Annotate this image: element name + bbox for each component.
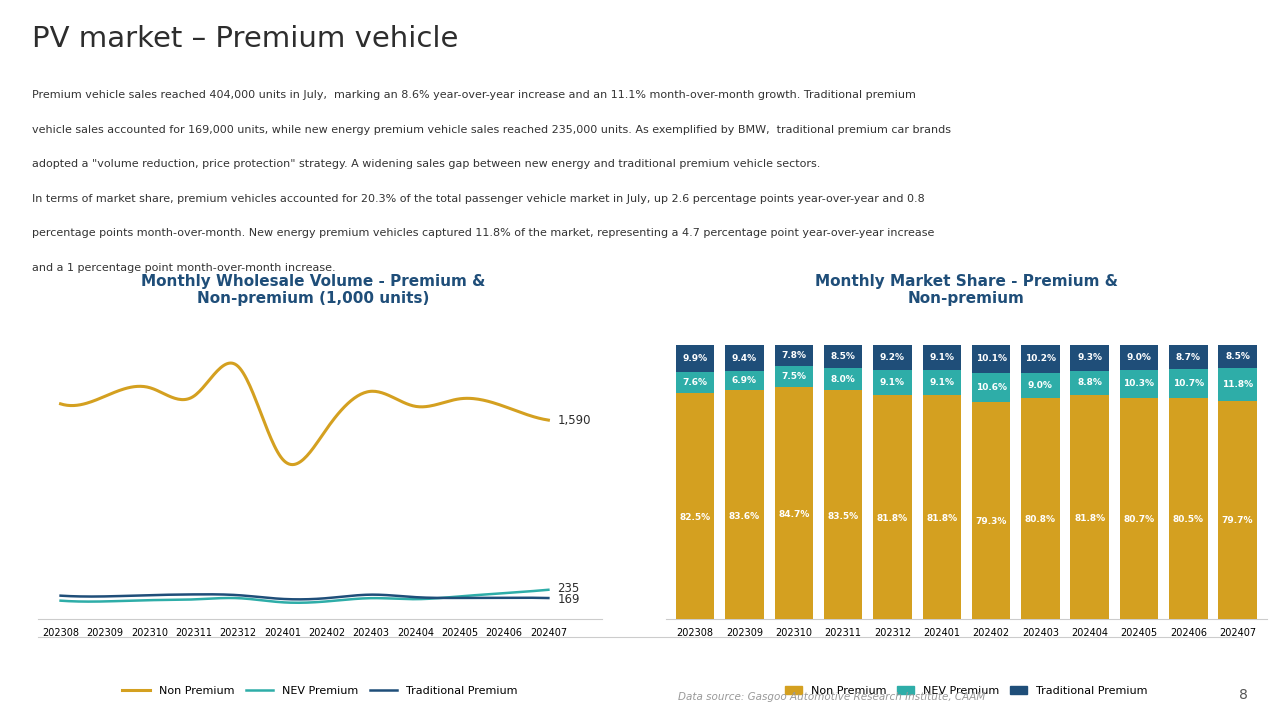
Text: PV market – Premium vehicle: PV market – Premium vehicle — [32, 25, 458, 53]
Text: 80.7%: 80.7% — [1124, 515, 1155, 524]
Bar — [972, 402, 1010, 619]
Text: 9.1%: 9.1% — [879, 378, 905, 387]
Bar — [873, 370, 911, 395]
Text: 9.1%: 9.1% — [929, 378, 955, 387]
Bar — [824, 390, 863, 619]
Legend: Non Premium, NEV Premium, Traditional Premium: Non Premium, NEV Premium, Traditional Pr… — [781, 681, 1152, 700]
Bar — [1219, 345, 1257, 368]
Bar — [824, 345, 863, 368]
Text: 9.3%: 9.3% — [1078, 354, 1102, 362]
Bar — [1021, 397, 1060, 619]
Bar — [1219, 368, 1257, 400]
Bar — [972, 345, 1010, 373]
Bar — [873, 345, 911, 370]
Text: 8.8%: 8.8% — [1078, 378, 1102, 387]
Text: 9.2%: 9.2% — [879, 353, 905, 361]
Bar — [726, 390, 764, 619]
Bar — [1120, 398, 1158, 619]
Text: 8: 8 — [1239, 688, 1248, 702]
Text: 83.5%: 83.5% — [828, 512, 859, 521]
Text: 6.9%: 6.9% — [732, 376, 756, 385]
Text: 9.1%: 9.1% — [929, 353, 955, 362]
Text: 10.6%: 10.6% — [975, 382, 1006, 392]
Bar — [1021, 373, 1060, 397]
Text: and a 1 percentage point month-over-month increase.: and a 1 percentage point month-over-mont… — [32, 263, 335, 273]
Bar — [1219, 400, 1257, 619]
Bar — [676, 393, 714, 619]
Bar — [923, 370, 961, 395]
Text: 9.4%: 9.4% — [732, 354, 756, 363]
Text: 1,590: 1,590 — [557, 413, 591, 427]
Text: Monthly Wholesale Volume - Premium &
Non-premium (1,000 units): Monthly Wholesale Volume - Premium & Non… — [141, 274, 486, 306]
Bar — [1070, 371, 1108, 395]
Bar — [1169, 398, 1207, 619]
Text: 81.8%: 81.8% — [1074, 514, 1105, 523]
Bar — [1070, 345, 1108, 371]
Bar — [1120, 345, 1158, 369]
Bar — [1169, 369, 1207, 398]
Text: percentage points month-over-month. New energy premium vehicles captured 11.8% o: percentage points month-over-month. New … — [32, 228, 934, 238]
Text: 8.7%: 8.7% — [1176, 353, 1201, 361]
Text: 79.7%: 79.7% — [1222, 516, 1253, 526]
Text: vehicle sales accounted for 169,000 units, while new energy premium vehicle sale: vehicle sales accounted for 169,000 unit… — [32, 125, 951, 135]
Text: 10.3%: 10.3% — [1124, 379, 1155, 388]
Text: Monthly Market Share - Premium &
Non-premium: Monthly Market Share - Premium & Non-pre… — [815, 274, 1117, 306]
Bar — [676, 372, 714, 393]
Text: 80.8%: 80.8% — [1025, 515, 1056, 524]
Text: adopted a "volume reduction, price protection" strategy. A widening sales gap be: adopted a "volume reduction, price prote… — [32, 159, 820, 169]
Text: 7.6%: 7.6% — [682, 378, 708, 387]
Bar — [923, 345, 961, 370]
Text: 11.8%: 11.8% — [1222, 380, 1253, 389]
Bar — [676, 345, 714, 372]
Text: 81.8%: 81.8% — [877, 514, 908, 523]
Text: 10.7%: 10.7% — [1172, 379, 1204, 388]
Text: 10.2%: 10.2% — [1025, 354, 1056, 364]
Text: 9.0%: 9.0% — [1028, 381, 1053, 390]
Text: 80.5%: 80.5% — [1172, 516, 1203, 524]
Text: 83.6%: 83.6% — [728, 511, 760, 521]
Text: Premium vehicle sales reached 404,000 units in July,  marking an 8.6% year-over-: Premium vehicle sales reached 404,000 un… — [32, 90, 916, 100]
Text: 9.9%: 9.9% — [682, 354, 708, 363]
Bar — [774, 387, 813, 619]
Text: 235: 235 — [557, 582, 580, 595]
Bar — [1070, 395, 1108, 619]
Text: Data source: Gasgoo Automotive Research Institute, CAAM: Data source: Gasgoo Automotive Research … — [678, 692, 986, 702]
Text: 82.5%: 82.5% — [680, 513, 710, 522]
Legend: Non Premium, NEV Premium, Traditional Premium: Non Premium, NEV Premium, Traditional Pr… — [118, 681, 522, 700]
Text: 169: 169 — [557, 593, 580, 606]
Bar — [1120, 369, 1158, 398]
Text: 10.1%: 10.1% — [975, 354, 1006, 364]
Text: 8.5%: 8.5% — [1225, 352, 1251, 361]
Text: 7.5%: 7.5% — [781, 372, 806, 381]
Bar — [824, 368, 863, 390]
Text: 8.5%: 8.5% — [831, 352, 855, 361]
Text: 9.0%: 9.0% — [1126, 353, 1152, 361]
Bar — [873, 395, 911, 619]
Text: 79.3%: 79.3% — [975, 517, 1007, 526]
Bar — [726, 371, 764, 390]
Bar — [774, 366, 813, 387]
Text: 8.0%: 8.0% — [831, 374, 855, 384]
Bar — [726, 345, 764, 371]
Bar — [774, 345, 813, 366]
Text: 81.8%: 81.8% — [927, 514, 957, 523]
Text: 7.8%: 7.8% — [781, 351, 806, 360]
Bar — [1021, 345, 1060, 373]
Bar — [1169, 345, 1207, 369]
Bar — [972, 373, 1010, 402]
Text: 84.7%: 84.7% — [778, 510, 809, 519]
Bar — [923, 395, 961, 619]
Text: In terms of market share, premium vehicles accounted for 20.3% of the total pass: In terms of market share, premium vehicl… — [32, 194, 924, 204]
